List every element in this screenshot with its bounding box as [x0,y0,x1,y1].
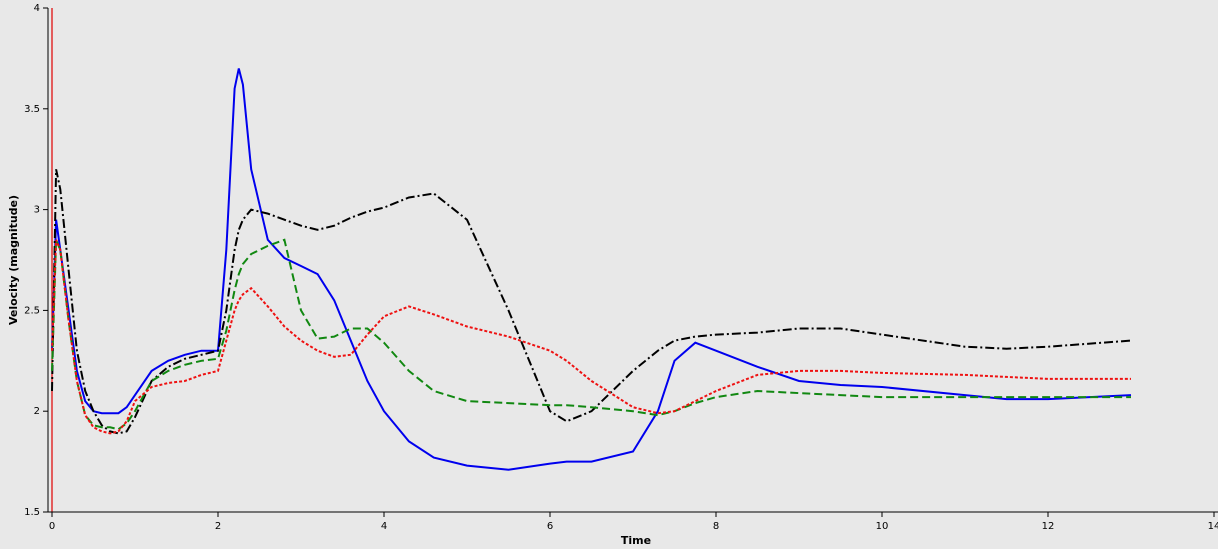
y-tick-label: 3.5 [24,104,40,115]
series-line [51,169,1132,435]
series-line [51,68,1132,471]
x-tick-label: 12 [1042,521,1055,532]
x-tick-label: 0 [49,521,55,532]
x-tick-label: 4 [381,521,387,532]
x-tick-label: 8 [713,521,719,532]
x-tick-label: 2 [215,521,221,532]
y-tick-label: 3 [34,205,40,216]
y-tick-label: 1.5 [24,507,40,518]
y-tick-label: 2 [34,406,40,417]
x-axis-title: Time [621,534,651,547]
y-tick-label: 4 [34,3,40,14]
x-tick-label: 14 [1208,521,1218,532]
y-tick-label: 2.5 [24,305,40,316]
series-line [51,238,1131,431]
x-tick-label: 10 [876,521,889,532]
x-tick-label: 6 [547,521,553,532]
y-axis-title: Velocity (magnitude) [7,195,20,325]
